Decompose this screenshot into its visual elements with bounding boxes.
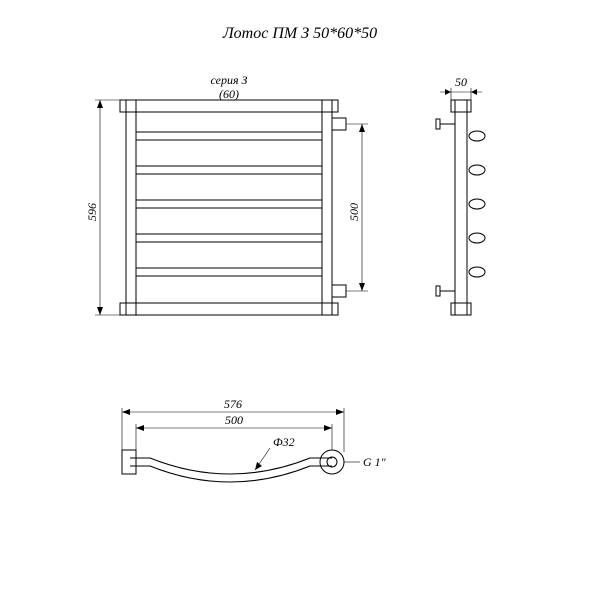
dim-bottom-overall: 576	[224, 397, 242, 411]
dim-thread: G 1"	[363, 455, 387, 469]
dim-bottom-inner: 500	[225, 413, 243, 427]
dim-diameter: Ф32	[273, 435, 295, 449]
top-view: 576 500 Ф32 G 1"	[0, 0, 600, 600]
